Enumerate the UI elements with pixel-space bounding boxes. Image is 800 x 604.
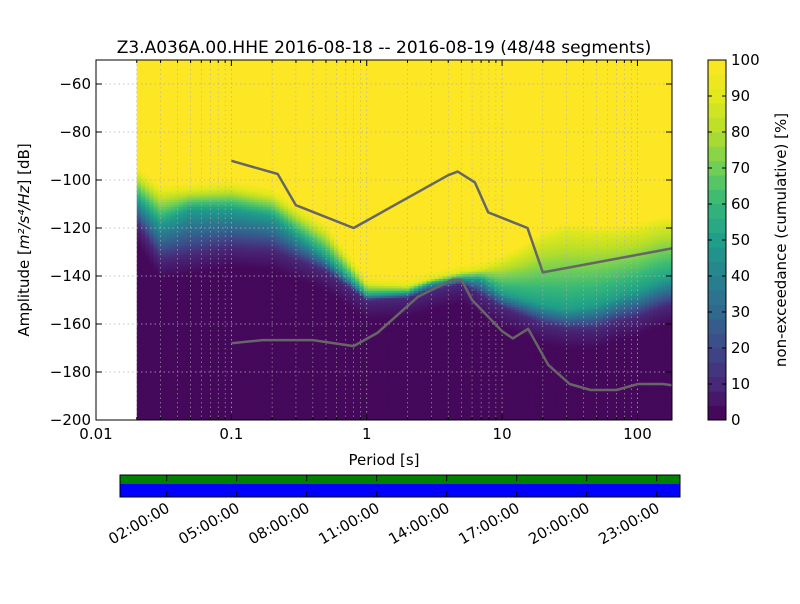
timeline-tick-label: 08:00:00 [245, 499, 312, 548]
y-tick-label: −140 [50, 267, 91, 285]
y-tick-label: −80 [59, 123, 91, 141]
y-tick-label: −200 [50, 411, 91, 429]
timeline-tick-label: 11:00:00 [315, 499, 382, 548]
y-tick-label: −120 [50, 219, 91, 237]
colorbar-tick-label: 60 [731, 195, 750, 213]
x-tick-label: 0.1 [219, 425, 243, 443]
y-axis-label: Amplitude [m²/s⁴/Hz] [dB] [15, 143, 33, 336]
timeline-top-bar [120, 475, 680, 484]
y-tick-label: −160 [50, 315, 91, 333]
colorbar-tick-label: 20 [731, 339, 750, 357]
y-axis-units: m²/s⁴/Hz [15, 184, 33, 249]
colorbar-tick-label: 90 [731, 87, 750, 105]
timeline-tick-label: 23:00:00 [595, 499, 662, 548]
timeline-bottom-bar [120, 484, 680, 497]
x-axis-label: Period [s] [348, 451, 419, 469]
timeline-tick-label: 14:00:00 [385, 499, 452, 548]
y-tick-label: −100 [50, 171, 91, 189]
x-tick-label: 1 [362, 425, 372, 443]
timeline-tick-label: 20:00:00 [525, 499, 592, 548]
colorbar-tick-label: 10 [731, 375, 750, 393]
colorbar-tick-label: 0 [731, 411, 741, 429]
colorbar-tick-label: 100 [731, 51, 760, 69]
y-tick-label: −60 [59, 75, 91, 93]
timeline-tick-label: 17:00:00 [455, 499, 522, 548]
ppsd-heatmap [137, 60, 675, 421]
timeline-tick-label: 02:00:00 [105, 499, 172, 548]
chart-title: Z3.A036A.00.HHE 2016-08-18 -- 2016-08-19… [117, 38, 652, 58]
colorbar-tick-label: 70 [731, 159, 750, 177]
y-tick-label: −180 [50, 363, 91, 381]
colorbar-tick-label: 40 [731, 267, 750, 285]
colorbar-tick-label: 50 [731, 231, 750, 249]
colorbar-label: non-exceedance (cumulative) [%] [772, 113, 790, 367]
colorbar-tick-label: 80 [731, 123, 750, 141]
x-tick-label: 10 [493, 425, 512, 443]
timeline-tick-label: 05:00:00 [175, 499, 242, 548]
colorbar-tick-label: 30 [731, 303, 750, 321]
x-tick-label: 100 [623, 425, 652, 443]
